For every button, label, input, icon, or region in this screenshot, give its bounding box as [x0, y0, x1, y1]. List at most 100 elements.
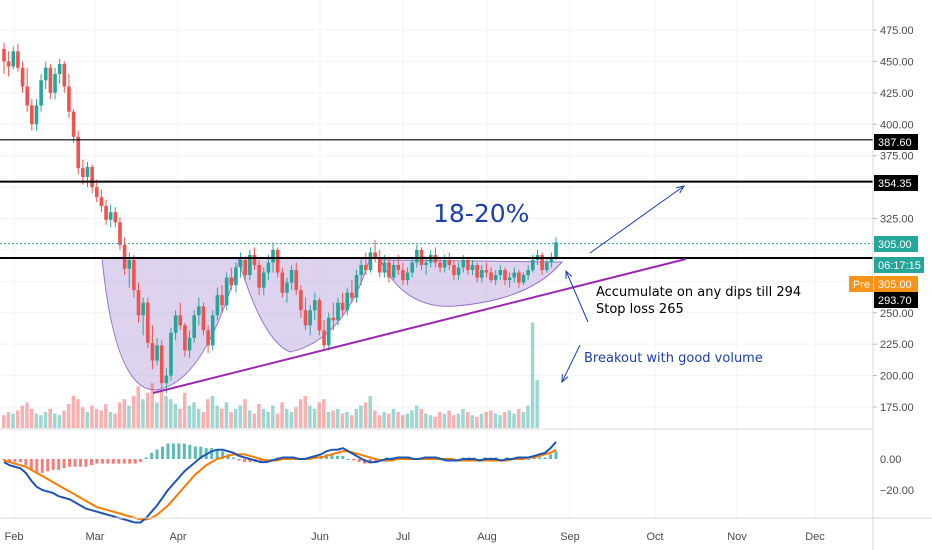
volume-bar — [322, 399, 326, 428]
volume-bar — [173, 404, 178, 428]
volume-bar — [507, 410, 512, 428]
volume-bar — [215, 405, 219, 428]
support-badge — [874, 292, 918, 308]
volume-bar — [396, 412, 400, 428]
volume-bar — [331, 410, 335, 428]
volume-bar — [428, 415, 433, 428]
macd-histogram-bar — [57, 459, 61, 470]
macd-histogram-bar — [160, 446, 164, 459]
macd-histogram-bar — [538, 457, 542, 459]
volume-bar — [6, 412, 11, 428]
volume-bar — [345, 412, 349, 428]
macd-histogram-bar — [232, 457, 236, 459]
accumulate-arrow-head — [565, 269, 573, 280]
macd-histogram-bar — [171, 443, 175, 459]
volume-bar — [150, 383, 154, 428]
candle-body — [452, 264, 456, 276]
candle-body — [215, 295, 220, 316]
candlesticks — [2, 42, 558, 394]
candle-body — [220, 295, 224, 306]
candle-body — [512, 272, 517, 278]
candle-body — [531, 259, 535, 271]
macd-histogram-bar — [549, 454, 553, 459]
time-tick-label: Oct — [646, 531, 663, 543]
volume-bar — [433, 416, 437, 428]
candle-body — [187, 337, 192, 351]
volume-bar — [224, 402, 229, 428]
candle-body — [178, 315, 183, 326]
volume-bar — [136, 386, 141, 428]
macd-histogram-bar — [477, 459, 481, 460]
volume-bar — [410, 410, 414, 428]
volume-bar — [438, 412, 442, 428]
volume-bar — [317, 402, 321, 428]
macd-histogram-bar — [188, 445, 192, 459]
macd-histogram-bar — [79, 459, 83, 467]
volume-bar — [168, 399, 173, 428]
candle-body — [90, 166, 94, 188]
candle-body — [108, 212, 113, 220]
volume-bar — [48, 408, 52, 428]
price-axis-ticks: 475.00450.00425.00400.00375.00325.00275.… — [873, 25, 914, 414]
accumulate-note: Accumulate on any dips till 294 — [596, 285, 801, 300]
volume-bar — [71, 396, 76, 428]
macd-histogram-bar — [221, 451, 225, 459]
macd-histogram-bar — [24, 459, 28, 466]
volume-bar — [90, 405, 94, 428]
candle-body — [99, 197, 104, 206]
volume-bar — [210, 396, 215, 428]
volume-bar — [377, 415, 382, 428]
pre-price-badge — [874, 276, 918, 292]
candle-body — [248, 254, 252, 276]
macd-histogram-bar — [166, 443, 170, 459]
volume-bar — [294, 407, 298, 428]
candle-body — [85, 166, 90, 178]
macd-histogram-bar — [210, 448, 214, 459]
candle-body — [475, 264, 479, 278]
volume-bar — [465, 412, 470, 428]
candle-body — [401, 270, 405, 281]
price-tick-label: 425.00 — [880, 88, 914, 100]
target-arrow — [589, 185, 685, 254]
candle-body — [410, 262, 415, 273]
volume-bar — [451, 415, 456, 428]
candle-body — [136, 290, 141, 316]
volume-bar — [470, 415, 475, 428]
volume-bar — [512, 413, 516, 428]
macd-histogram-bar — [543, 457, 547, 459]
candle-body — [364, 264, 368, 271]
volume-bar — [475, 416, 479, 428]
macd-histogram-bar — [73, 459, 77, 467]
macd-histogram-bar — [100, 459, 104, 464]
volume-bar — [335, 408, 340, 428]
candle-body — [447, 259, 452, 265]
breakout-arrow-head — [561, 373, 569, 384]
volume-bar — [20, 405, 25, 428]
candle-body — [150, 342, 155, 361]
candle-body — [39, 80, 43, 106]
candle-body — [303, 310, 308, 326]
volume-bar — [289, 412, 294, 428]
candle-body — [159, 345, 164, 384]
volume-bar — [489, 410, 493, 428]
candle-body — [308, 310, 312, 326]
volume-bar — [326, 412, 331, 428]
macd-histogram-bar — [456, 459, 460, 460]
volume-bar — [271, 405, 275, 428]
candle-body — [326, 317, 331, 346]
volume-bar — [131, 396, 136, 428]
candle-body — [201, 306, 206, 331]
time-tick-label: Jun — [311, 531, 329, 543]
candle-body — [6, 61, 11, 67]
target-percent-label: 18-20% — [433, 199, 529, 228]
volume-bar — [25, 402, 29, 428]
macd-histogram-bar — [259, 459, 263, 463]
candle-body — [503, 270, 507, 281]
volume-bar — [382, 412, 386, 428]
price-tick-label: 475.00 — [880, 25, 914, 37]
macd-histogram-bar — [84, 459, 88, 467]
macd-histogram-bar — [554, 451, 558, 459]
last-price-text: 305.00 — [878, 239, 912, 251]
candle-body — [257, 264, 261, 288]
time-tick-label: Sep — [560, 531, 580, 543]
